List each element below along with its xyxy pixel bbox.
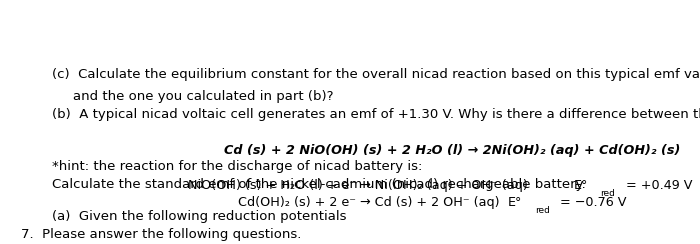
Text: red: red <box>535 206 550 215</box>
Text: red: red <box>601 189 615 198</box>
Text: = +0.49 V: = +0.49 V <box>622 179 692 192</box>
Text: Cd (s) + 2 NiO(OH) (s) + 2 H₂O (l) → 2Ni(OH)₂ (aq) + Cd(OH)₂ (s): Cd (s) + 2 NiO(OH) (s) + 2 H₂O (l) → 2Ni… <box>224 144 680 157</box>
Text: and the one you calculated in part (b)?: and the one you calculated in part (b)? <box>73 90 333 103</box>
Text: = −0.76 V: = −0.76 V <box>556 196 626 209</box>
Text: Cd(OH)₂ (s) + 2 e⁻ → Cd (s) + 2 OH⁻ (aq): Cd(OH)₂ (s) + 2 e⁻ → Cd (s) + 2 OH⁻ (aq) <box>238 196 500 209</box>
Text: *hint: the reaction for the discharge of nicad battery is:: *hint: the reaction for the discharge of… <box>52 160 423 173</box>
Text: 7.  Please answer the following questions.: 7. Please answer the following questions… <box>21 228 302 241</box>
Text: E°: E° <box>508 196 523 209</box>
Text: (a)  Given the following reduction potentials: (a) Given the following reduction potent… <box>52 210 347 223</box>
Text: E°: E° <box>574 179 589 192</box>
Text: (c)  Calculate the equilibrium constant for the overall nicad reaction based on : (c) Calculate the equilibrium constant f… <box>52 68 700 81</box>
Text: (b)  A typical nicad voltaic cell generates an emf of +1.30 V. Why is there a di: (b) A typical nicad voltaic cell generat… <box>52 108 700 121</box>
Text: Calculate the standard emf of the nickel-cadmium (nicad) rechargeable battery.: Calculate the standard emf of the nickel… <box>52 178 587 191</box>
Text: NiO(OH) (s) + H₂O (l) + e⁻ → Ni(OH)₂ (aq) + OH⁻ (aq): NiO(OH) (s) + H₂O (l) + e⁻ → Ni(OH)₂ (aq… <box>188 179 527 192</box>
